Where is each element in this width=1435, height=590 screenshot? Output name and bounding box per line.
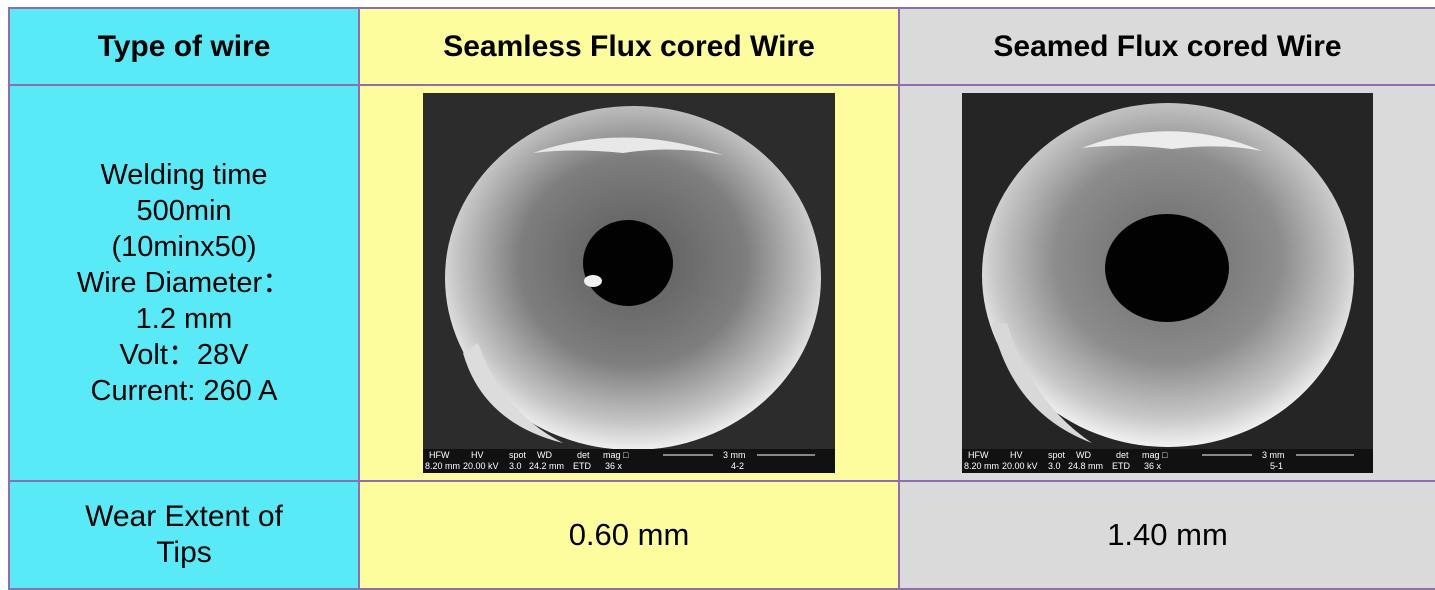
databar-label: HFW <box>968 450 989 460</box>
condition-line-cycles: (10minx50) <box>111 230 257 263</box>
databar-label: HV <box>1010 450 1023 460</box>
wear-label-line: Tips <box>156 535 212 569</box>
sem-image-seamed: HFW HV spot WD det mag □ 3 mm 8.20 mm 20… <box>962 92 1373 473</box>
databar-value: 24.2 mm <box>529 461 564 471</box>
databar-label: HFW <box>429 450 450 460</box>
databar-value: 20.00 kV <box>1002 461 1038 471</box>
condition-line-diameter-label: Wire Diameter： <box>76 266 292 299</box>
image-row: Welding time 500min (10minx50) Wire Diam… <box>8 84 1435 482</box>
comparison-table: Type of wire Seamless Flux cored Wire Se… <box>8 6 1435 590</box>
databar-scale: 3 mm <box>723 450 746 460</box>
seamless-image-cell: HFW HV spot WD det mag □ 3 mm 8.20 mm 20… <box>358 84 900 482</box>
wear-seamed-value: 1.40 mm <box>898 479 1435 590</box>
wear-label-line: Wear Extent of <box>85 499 283 533</box>
databar-label: WD <box>537 450 552 460</box>
wear-row: Wear Extent of Tips 0.60 mm 1.40 mm <box>8 479 1435 590</box>
header-type-of-wire: Type of wire <box>8 6 360 87</box>
databar-value: 8.20 mm <box>425 461 460 471</box>
seamless-image-wrap: HFW HV spot WD det mag □ 3 mm 8.20 mm 20… <box>360 92 898 473</box>
databar-label: HV <box>471 450 484 460</box>
databar-id: 5-1 <box>1270 461 1283 471</box>
databar-value: ETD <box>573 461 592 471</box>
databar-label: spot <box>1048 450 1066 460</box>
databar-value: 36 x <box>1144 461 1162 471</box>
databar-value: 8.20 mm <box>964 461 999 471</box>
databar-label: det <box>577 450 590 460</box>
databar-label: det <box>1116 450 1129 460</box>
header-row: Type of wire Seamless Flux cored Wire Se… <box>8 6 1435 87</box>
sem-image-seamless: HFW HV spot WD det mag □ 3 mm 8.20 mm 20… <box>423 92 835 473</box>
databar-value: 24.8 mm <box>1068 461 1103 471</box>
databar-id: 4-2 <box>731 461 744 471</box>
databar-value: 20.00 kV <box>463 461 499 471</box>
condition-line-welding-time: Welding time <box>100 158 268 191</box>
databar-value: 3.0 <box>1048 461 1061 471</box>
wear-seamless-value: 0.60 mm <box>358 479 900 590</box>
condition-line-current: Current: 260 A <box>90 374 278 407</box>
condition-line-volt: Volt：28V <box>119 338 249 371</box>
seamed-image-cell: HFW HV spot WD det mag □ 3 mm 8.20 mm 20… <box>898 84 1435 482</box>
header-seamless-wire: Seamless Flux cored Wire <box>358 6 900 87</box>
condition-line-diameter-value: 1.2 mm <box>135 302 233 335</box>
header-seamed-wire: Seamed Flux cored Wire <box>898 6 1435 87</box>
databar-label: mag □ <box>603 450 629 460</box>
databar-value: 36 x <box>605 461 623 471</box>
wear-extent-label-cell: Wear Extent of Tips <box>8 479 360 590</box>
databar-label: WD <box>1076 450 1091 460</box>
databar-label: mag □ <box>1142 450 1168 460</box>
databar-scale: 3 mm <box>1262 450 1285 460</box>
databar-value: 3.0 <box>509 461 522 471</box>
welding-conditions-cell: Welding time 500min (10minx50) Wire Diam… <box>8 84 360 482</box>
databar-label: spot <box>509 450 527 460</box>
condition-line-duration: 500min <box>136 194 232 227</box>
databar-value: ETD <box>1112 461 1131 471</box>
seamed-image-wrap: HFW HV spot WD det mag □ 3 mm 8.20 mm 20… <box>900 92 1435 473</box>
